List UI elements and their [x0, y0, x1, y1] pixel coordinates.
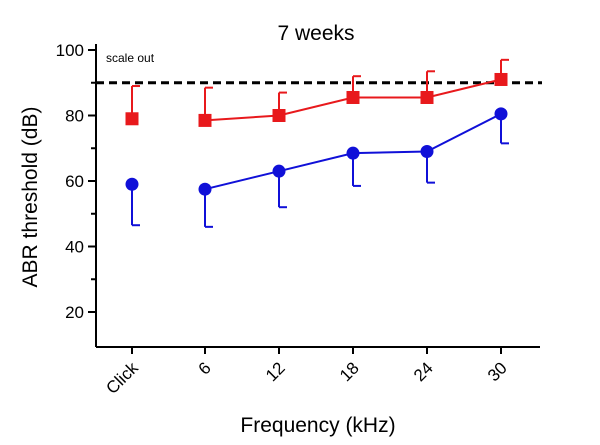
x-tick-label: 6	[195, 358, 215, 378]
data-point-circle	[125, 177, 139, 191]
y-tick-label: 80	[65, 107, 84, 126]
x-tick-label: Click	[102, 358, 142, 398]
data-point-square	[125, 112, 139, 126]
y-tick-label: 60	[65, 172, 84, 191]
plot-area: 20 40 60 80 100 Click 6 12 18 24 30	[56, 41, 542, 398]
data-point-square	[272, 109, 286, 122]
data-point-circle	[494, 107, 508, 121]
data-point-circle	[420, 145, 434, 159]
data-point-square	[198, 113, 212, 127]
data-point-square	[346, 90, 360, 104]
data-point-square	[494, 72, 508, 86]
x-tick-label: 24	[410, 358, 437, 385]
y-tick-label: 20	[65, 303, 84, 322]
x-tick-label: 12	[262, 358, 289, 385]
y-tick-label: 100	[56, 41, 84, 60]
y-tick-label: 40	[65, 238, 84, 257]
chart-title: 7 weeks	[277, 22, 354, 45]
x-axis-label: Frequency (kHz)	[240, 414, 395, 437]
data-point-circle	[346, 146, 360, 160]
x-tick-label: 18	[336, 358, 363, 385]
data-point-square	[420, 90, 434, 104]
data-point-circle	[198, 182, 212, 196]
x-tick-label: 30	[484, 358, 511, 385]
scale-out-annotation: scale out	[106, 51, 155, 65]
data-point-circle	[272, 164, 286, 178]
y-axis-label: ABR threshold (dB)	[19, 107, 42, 288]
